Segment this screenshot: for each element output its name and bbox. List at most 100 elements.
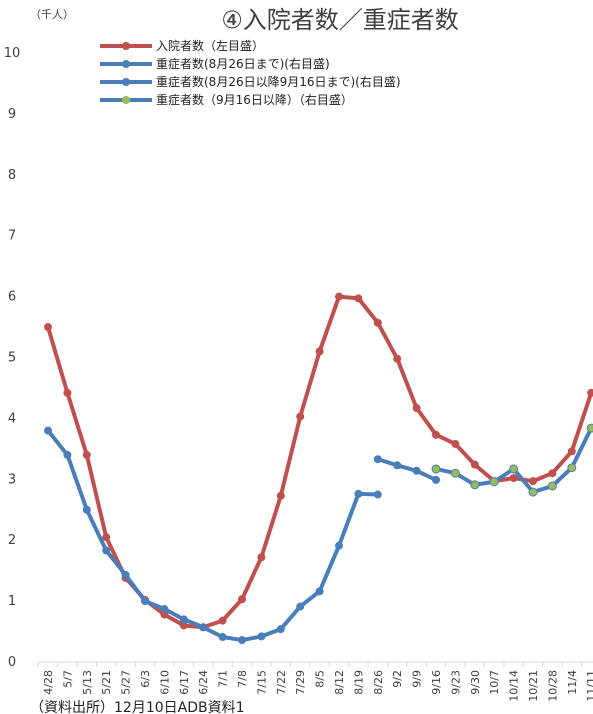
x-tick-label: 7/29 xyxy=(294,670,307,695)
data-point xyxy=(296,412,305,421)
data-point xyxy=(373,490,382,499)
data-point xyxy=(257,553,266,562)
data-point xyxy=(257,632,266,641)
x-tick-label: 9/9 xyxy=(411,670,424,688)
data-point xyxy=(432,430,440,439)
data-point xyxy=(373,455,382,464)
y-tick-label: 7 xyxy=(8,229,16,244)
data-point xyxy=(431,464,441,474)
x-tick-label: 10/21 xyxy=(527,670,540,702)
data-point xyxy=(586,423,593,433)
chart-title: ④入院者数／重症者数 xyxy=(221,6,459,34)
legend-label: 重症者数(8月26日以降9月16日まで)(右目盛) xyxy=(156,74,401,89)
data-point xyxy=(489,477,499,487)
data-point xyxy=(393,354,402,363)
x-tick-label: 9/2 xyxy=(391,670,404,688)
x-tick-label: 9/16 xyxy=(430,670,443,695)
x-tick-label: 10/7 xyxy=(488,670,501,695)
data-point xyxy=(82,450,91,459)
series-line xyxy=(377,457,437,482)
data-point xyxy=(44,323,52,332)
y-tick-label: 9 xyxy=(8,107,16,122)
data-point xyxy=(432,475,440,484)
series-line xyxy=(46,429,378,643)
y-tick-label: 1 xyxy=(8,594,16,609)
data-point xyxy=(44,426,52,435)
x-tick-label: 8/19 xyxy=(352,670,365,695)
data-point xyxy=(315,587,324,596)
data-point xyxy=(587,388,593,397)
data-point xyxy=(509,474,518,483)
legend-label: 入院者数（左目盛） xyxy=(156,38,264,53)
data-point xyxy=(547,481,557,491)
y-tick-label: 0 xyxy=(8,655,16,670)
legend-marker xyxy=(122,42,130,50)
data-point xyxy=(102,533,111,542)
y-axis-label: （千人） xyxy=(30,8,74,21)
x-tick-label: 11/11 xyxy=(585,670,593,702)
data-point xyxy=(238,636,246,645)
data-point xyxy=(412,404,421,413)
data-point xyxy=(141,597,149,606)
data-point xyxy=(470,460,479,469)
x-tick-label: 8/5 xyxy=(314,670,327,688)
x-tick-label: 6/24 xyxy=(197,670,210,695)
x-tick-label: 9/23 xyxy=(449,670,462,695)
data-point xyxy=(528,487,538,497)
x-tick-label: 6/3 xyxy=(139,670,152,688)
legend-label: 重症者数（9月16日以降）（右目盛） xyxy=(156,92,353,107)
data-point xyxy=(335,541,343,550)
y-tick-label: 4 xyxy=(8,411,16,426)
data-point xyxy=(121,570,130,579)
x-tick-label: 11/4 xyxy=(566,670,579,695)
x-tick-label: 7/22 xyxy=(275,670,288,695)
x-tick-label: 8/26 xyxy=(372,670,385,695)
data-point xyxy=(451,439,460,448)
data-point xyxy=(160,605,169,614)
x-tick-label: 9/30 xyxy=(469,670,482,695)
data-point xyxy=(354,489,363,498)
data-point xyxy=(509,464,519,474)
data-point xyxy=(567,447,576,456)
data-point xyxy=(548,469,557,478)
legend-marker xyxy=(122,78,130,86)
x-tick-label: 7/8 xyxy=(236,670,249,688)
y-tick-label: 8 xyxy=(8,168,16,183)
data-point xyxy=(218,616,227,625)
x-tick-label: 7/1 xyxy=(217,670,230,688)
series-line xyxy=(435,427,593,495)
data-point xyxy=(199,623,208,632)
y-tick-label: 2 xyxy=(8,533,16,548)
x-tick-label: 7/15 xyxy=(255,670,268,695)
legend-marker xyxy=(122,96,130,104)
data-point xyxy=(276,491,285,500)
data-point xyxy=(354,294,363,303)
data-point xyxy=(315,347,324,356)
data-point xyxy=(335,292,343,301)
data-point xyxy=(179,615,188,624)
data-point xyxy=(470,480,480,490)
y-tick-label: 6 xyxy=(8,290,16,305)
x-tick-label: 4/28 xyxy=(42,670,55,695)
source-note: （資料出所）12月10日ADB資料1 xyxy=(30,700,245,714)
data-point xyxy=(160,610,169,619)
legend-label: 重症者数(8月26日まで)(右目盛) xyxy=(156,56,330,71)
x-tick-label: 5/7 xyxy=(61,670,74,688)
data-point xyxy=(179,621,188,630)
data-point xyxy=(238,595,246,604)
data-point xyxy=(529,477,537,486)
data-point xyxy=(276,625,285,634)
y-tick-label: 5 xyxy=(8,351,16,366)
x-tick-label: 5/13 xyxy=(81,670,94,695)
data-point xyxy=(296,602,305,611)
x-tick-label: 10/14 xyxy=(508,670,521,702)
y-tick-label: 3 xyxy=(8,472,16,487)
data-point xyxy=(82,505,91,514)
x-tick-label: 6/17 xyxy=(178,670,191,695)
data-point xyxy=(373,318,382,327)
x-tick-label: 10/28 xyxy=(546,670,559,702)
data-point xyxy=(102,546,111,555)
data-point xyxy=(450,468,460,478)
data-point xyxy=(567,463,577,473)
